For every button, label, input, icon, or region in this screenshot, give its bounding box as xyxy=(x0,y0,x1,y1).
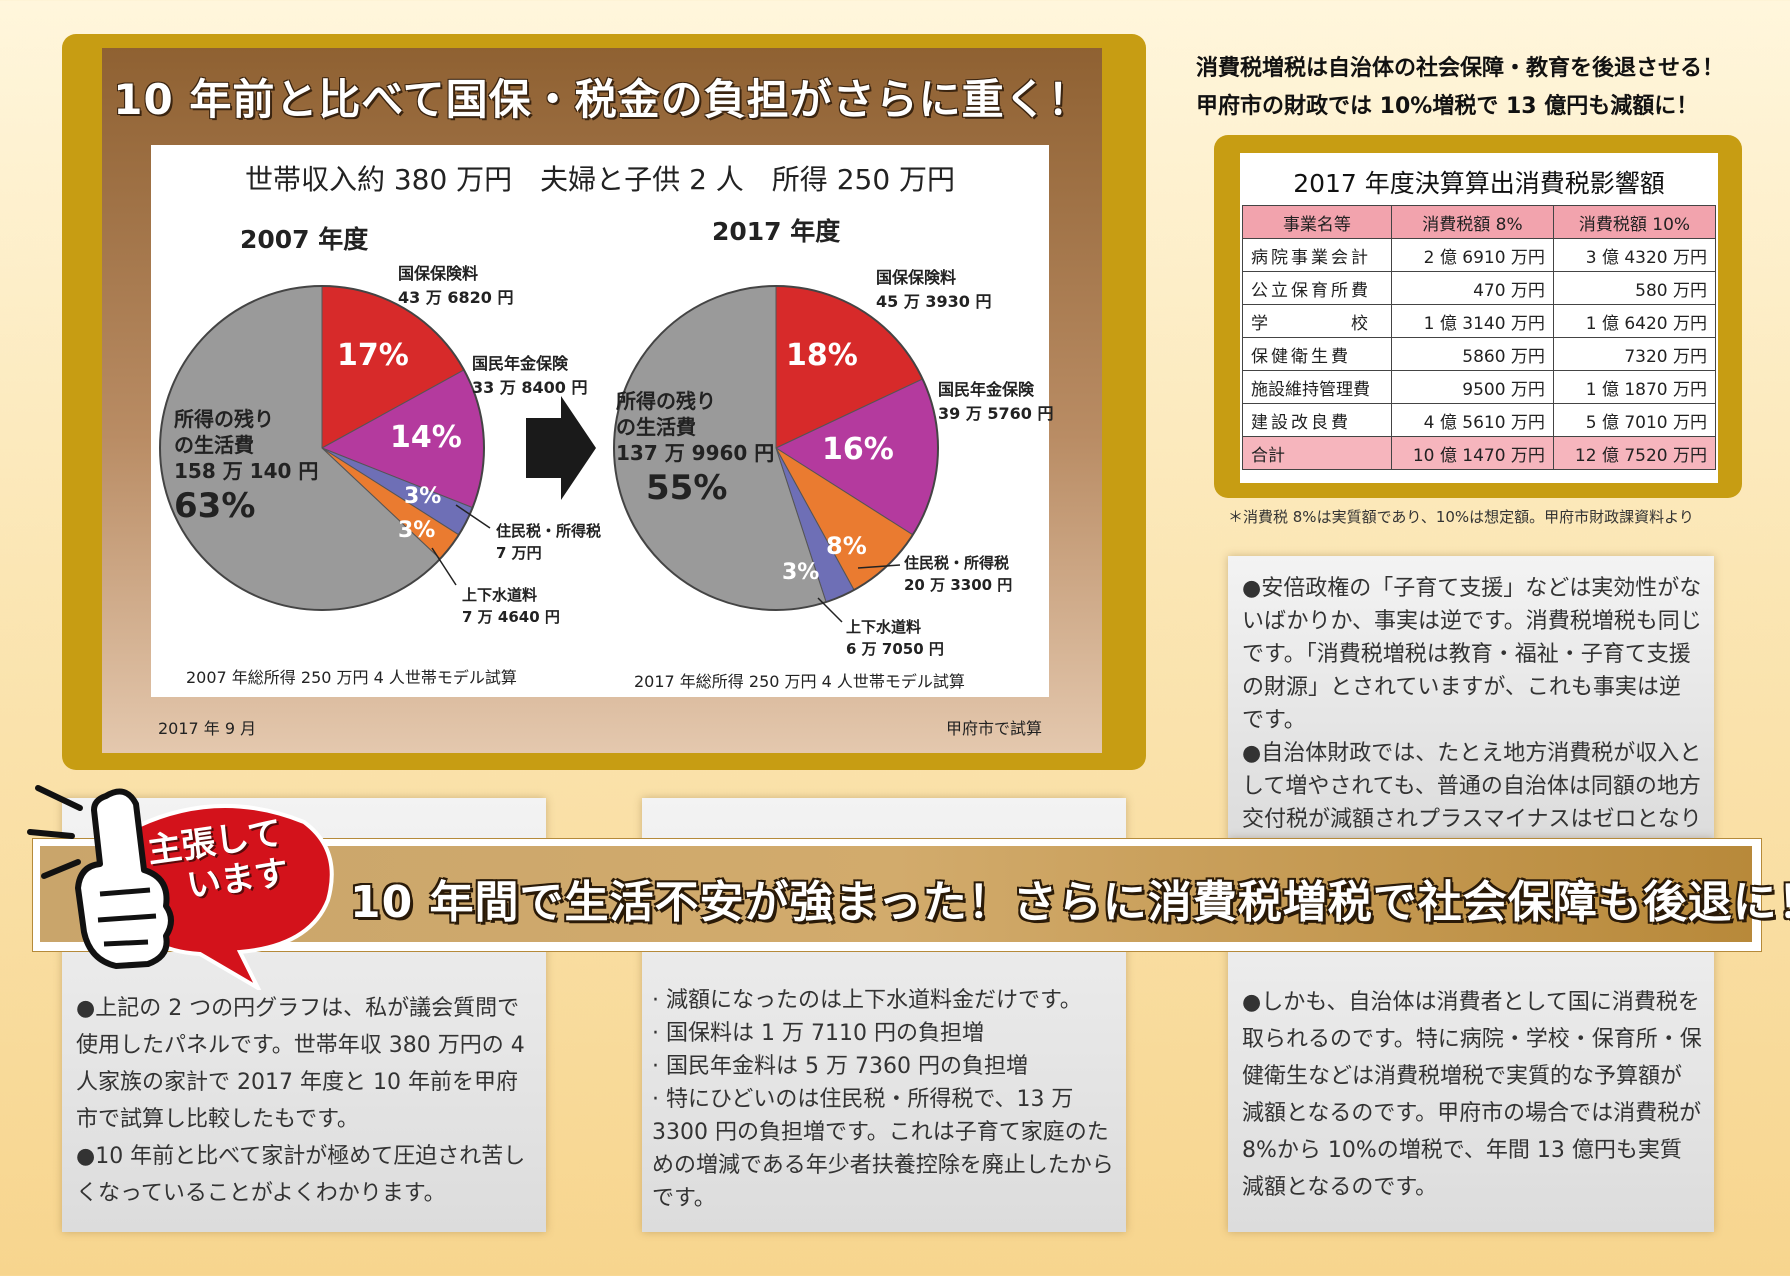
footnote-2017: 2017 年総所得 250 万円 4 人世帯モデル試算 xyxy=(634,672,965,691)
warning-line-1: 消費税増税は自治体の社会保障・教育を後退させる！ xyxy=(1196,56,1725,81)
pct-2017-suido: 3% xyxy=(782,560,820,585)
pointing-hand-icon xyxy=(75,788,174,969)
badge-graphic xyxy=(27,785,334,990)
right-top-box xyxy=(1228,556,1714,838)
left-box-text: ●上記の 2 つの円グラフは、私が議会質問で使用したパネルです。世帯年収 380… xyxy=(76,990,536,1212)
chart-date: 2017 年 9 月 xyxy=(158,719,257,738)
burst-lines-icon xyxy=(27,785,83,879)
table-total-row: 合計 10 億 1470 万円 12 億 7520 万円 xyxy=(1242,436,1717,470)
table-title: 2017 年度決算算出消費税影響額 xyxy=(1293,169,1665,198)
warning-line-2: 甲府市の財政では 10%増税で 13 億円も減額に！ xyxy=(1196,94,1699,119)
pct-2017-kokuho: 18% xyxy=(786,338,858,373)
pct-2017-juminzei: 8% xyxy=(826,532,867,560)
header-name: 事業名等 xyxy=(1242,205,1392,239)
header-10pct: 消費税額 10% xyxy=(1552,205,1717,239)
table-row: 病院事業会計 2 億 6910 万円 3 億 4320 万円 xyxy=(1242,238,1717,272)
arrow-right-icon xyxy=(526,396,596,500)
label-2017-kokuho: 国保保険料 45 万 3930 円 xyxy=(876,268,992,311)
table-header-row: 事業名等 消費税額 8% 消費税額 10% xyxy=(1242,205,1717,239)
footnote-2007: 2007 年総所得 250 万円 4 人世帯モデル試算 xyxy=(186,668,517,687)
table-note: ＊消費税 8%は実質額であり、10%は想定額。甲府市財政課資料より xyxy=(1228,508,1694,526)
right-bottom-para: ●しかも、自治体は消費者として国に消費税を取られるのです。特に病院・学校・保育所… xyxy=(1242,990,1702,1200)
middle-line-1: · 減額になったのは上下水道料金だけです。 xyxy=(652,988,1082,1013)
table-row: 公立保育所費 470 万円 580 万円 xyxy=(1242,271,1717,305)
right-top-para-1: ●安倍政権の「子育て支援」などは実効性がないばかりか、事実は逆です。消費税増税も… xyxy=(1242,576,1702,733)
pie-2007 xyxy=(159,285,485,611)
pie-2017 xyxy=(613,285,939,611)
pct-2007-juminzei: 3% xyxy=(404,484,442,509)
pct-2017-nenkin: 16% xyxy=(822,432,894,467)
label-2017-nenkin: 国民年金保険 39 万 5760 円 xyxy=(938,380,1054,423)
table-row: 施設維持管理費 9500 万円 1 億 1870 万円 xyxy=(1242,370,1717,404)
pie-title-2017: 2017 年度 xyxy=(712,217,841,246)
pie-outline xyxy=(613,285,939,611)
table-row: 建設改良費 4 億 5610 万円 5 億 7010 万円 xyxy=(1242,403,1717,437)
label-2007-juminzei: 住民税・所得税 7 万円 xyxy=(496,522,602,562)
pct-2007-suido: 3% xyxy=(398,518,436,543)
right-top-text: ●安倍政権の「子育て支援」などは実効性がないばかりか、事実は逆です。消費税増税も… xyxy=(1242,572,1702,869)
banner-text: 10 年間で生活不安が強まった！さらに消費税増税で社会保障も後退に！ xyxy=(350,877,1790,928)
label-2007-kokuho: 国保保険料 43 万 6820 円 xyxy=(398,264,514,307)
middle-line-3: · 国民年金料は 5 万 7360 円の負担増 xyxy=(652,1054,1028,1079)
label-2017-juminzei: 住民税・所得税 20 万 3300 円 xyxy=(904,554,1013,594)
right-bottom-text: ●しかも、自治体は消費者として国に消費税を取られるのです。特に病院・学校・保育所… xyxy=(1242,984,1702,1206)
label-2007-nenkin: 国民年金保険 33 万 8400 円 xyxy=(472,354,588,397)
left-para-2: ●10 年前と比べて家計が極めて圧迫され苦しくなっていることがよくわかります。 xyxy=(76,1144,526,1206)
pie-outline xyxy=(159,285,485,611)
label-2007-remain: 所得の残り の生活費 158 万 140 円 63% xyxy=(174,407,319,526)
pct-2007-kokuho: 17% xyxy=(337,338,409,373)
tax-impact-table: 事業名等 消費税額 8% 消費税額 10% 病院事業会計 2 億 6910 万円 3… xyxy=(1242,205,1717,470)
middle-box-text: · 減額になったのは上下水道料金だけです。 · 国保料は 1 万 7110 円の… xyxy=(652,984,1118,1215)
middle-line-4: · 特にひどいのは住民税・所得税で、13 万 3300 円の負担増です。これは子… xyxy=(652,1087,1114,1211)
pie-title-2007: 2007 年度 xyxy=(240,225,369,254)
chart-subtitle: 世帯収入約 380 万円 夫婦と子供 2 人 所得 250 万円 xyxy=(244,163,956,196)
chart-panel-title: 10 年前と比べて国保・税金の負担がさらに重く！ xyxy=(113,75,1091,124)
header-8pct: 消費税額 8% xyxy=(1390,205,1554,239)
chart-source: 甲府市で試算 xyxy=(946,719,1043,738)
middle-line-2: · 国保料は 1 万 7110 円の負担増 xyxy=(652,1021,984,1046)
left-para-1: ●上記の 2 つの円グラフは、私が議会質問で使用したパネルです。世帯年収 380… xyxy=(76,996,525,1132)
pct-2007-nenkin: 14% xyxy=(390,420,462,455)
label-2017-suido: 上下水道料 6 万 7050 円 xyxy=(846,618,944,658)
table-row: 保健衛生費 5860 万円 7320 万円 xyxy=(1242,337,1717,371)
label-2007-suido: 上下水道料 7 万 4640 円 xyxy=(462,586,560,626)
label-2017-remain: 所得の残り の生活費 137 万 9960 円 55% xyxy=(616,389,775,508)
